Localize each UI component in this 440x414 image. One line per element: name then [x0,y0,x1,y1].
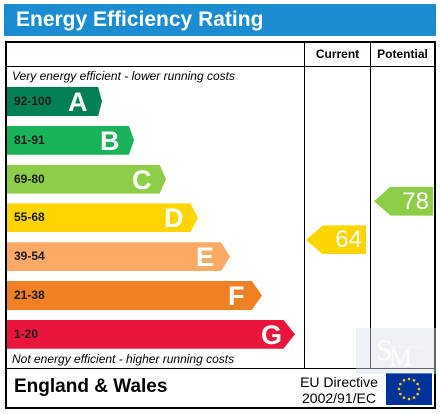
note-inefficient: Not energy efficient - higher running co… [12,352,235,366]
eu-star-icon [412,379,416,382]
footer-directive-line1: EU Directive [300,374,378,390]
band-letter: D [164,203,184,234]
band-letter: C [132,164,152,195]
band-letter: E [196,242,215,273]
band-letter: G [261,319,283,350]
eu-star-icon [416,382,419,386]
rating-band-e: 39-54 E [7,242,230,273]
sm-monogram-icon: S M Spencer Mitchell [356,328,436,374]
band-range-label: 81-91 [14,132,45,147]
rating-band-f: 21-38 F [7,281,262,310]
band-letter: F [228,281,245,311]
note-efficient: Very energy efficient - lower running co… [12,69,235,83]
band-range-label: 21-38 [14,288,45,302]
svg-text:S: S [376,334,393,367]
eu-flag-icon [386,373,432,405]
footer-country: England & Wales [14,376,168,397]
eu-star-icon [402,379,406,382]
eu-star-icon [416,392,419,396]
rating-band-d: 55-68 D [7,203,198,234]
header-divider [7,66,434,67]
page-title: Energy Efficiency Rating [4,4,436,36]
potential-rating-value: 78 [402,187,429,215]
current-rating-value: 64 [335,226,362,254]
rating-frame [5,41,436,409]
svg-text:M: M [389,343,412,372]
eu-star-icon [412,396,416,399]
eu-star-icon [407,397,411,401]
rating-band-a: 92-100 A [7,87,102,116]
band-range-label: 39-54 [14,249,45,264]
rating-band-g: 1-20 G [7,319,295,350]
eu-star-icon [399,382,402,386]
eu-star-icon [402,396,406,399]
current-column-divider [304,43,305,368]
potential-column-header: Potential [377,47,428,61]
eu-star-icon [417,387,421,391]
band-range-label: 1-20 [14,326,39,341]
potential-rating-arrow: 78 [374,186,433,216]
band-letter: B [100,125,120,156]
rating-band-b: 81-91 B [7,125,134,156]
current-column-header: Current [315,47,360,61]
watermark-text: Spencer Mitchell [390,345,425,350]
eu-star-icon [397,387,401,391]
eu-star-icon [399,392,402,396]
band-letter: A [68,87,88,117]
footer-divider [7,368,434,369]
footer-directive-line2: 2002/91/EC [302,390,376,406]
rating-band-c: 69-80 C [7,164,166,195]
potential-column-divider [370,43,371,368]
band-range-label: 69-80 [14,171,45,186]
band-range-label: 92-100 [14,94,52,108]
band-range-label: 55-68 [14,210,45,225]
eu-star-icon [407,377,411,381]
